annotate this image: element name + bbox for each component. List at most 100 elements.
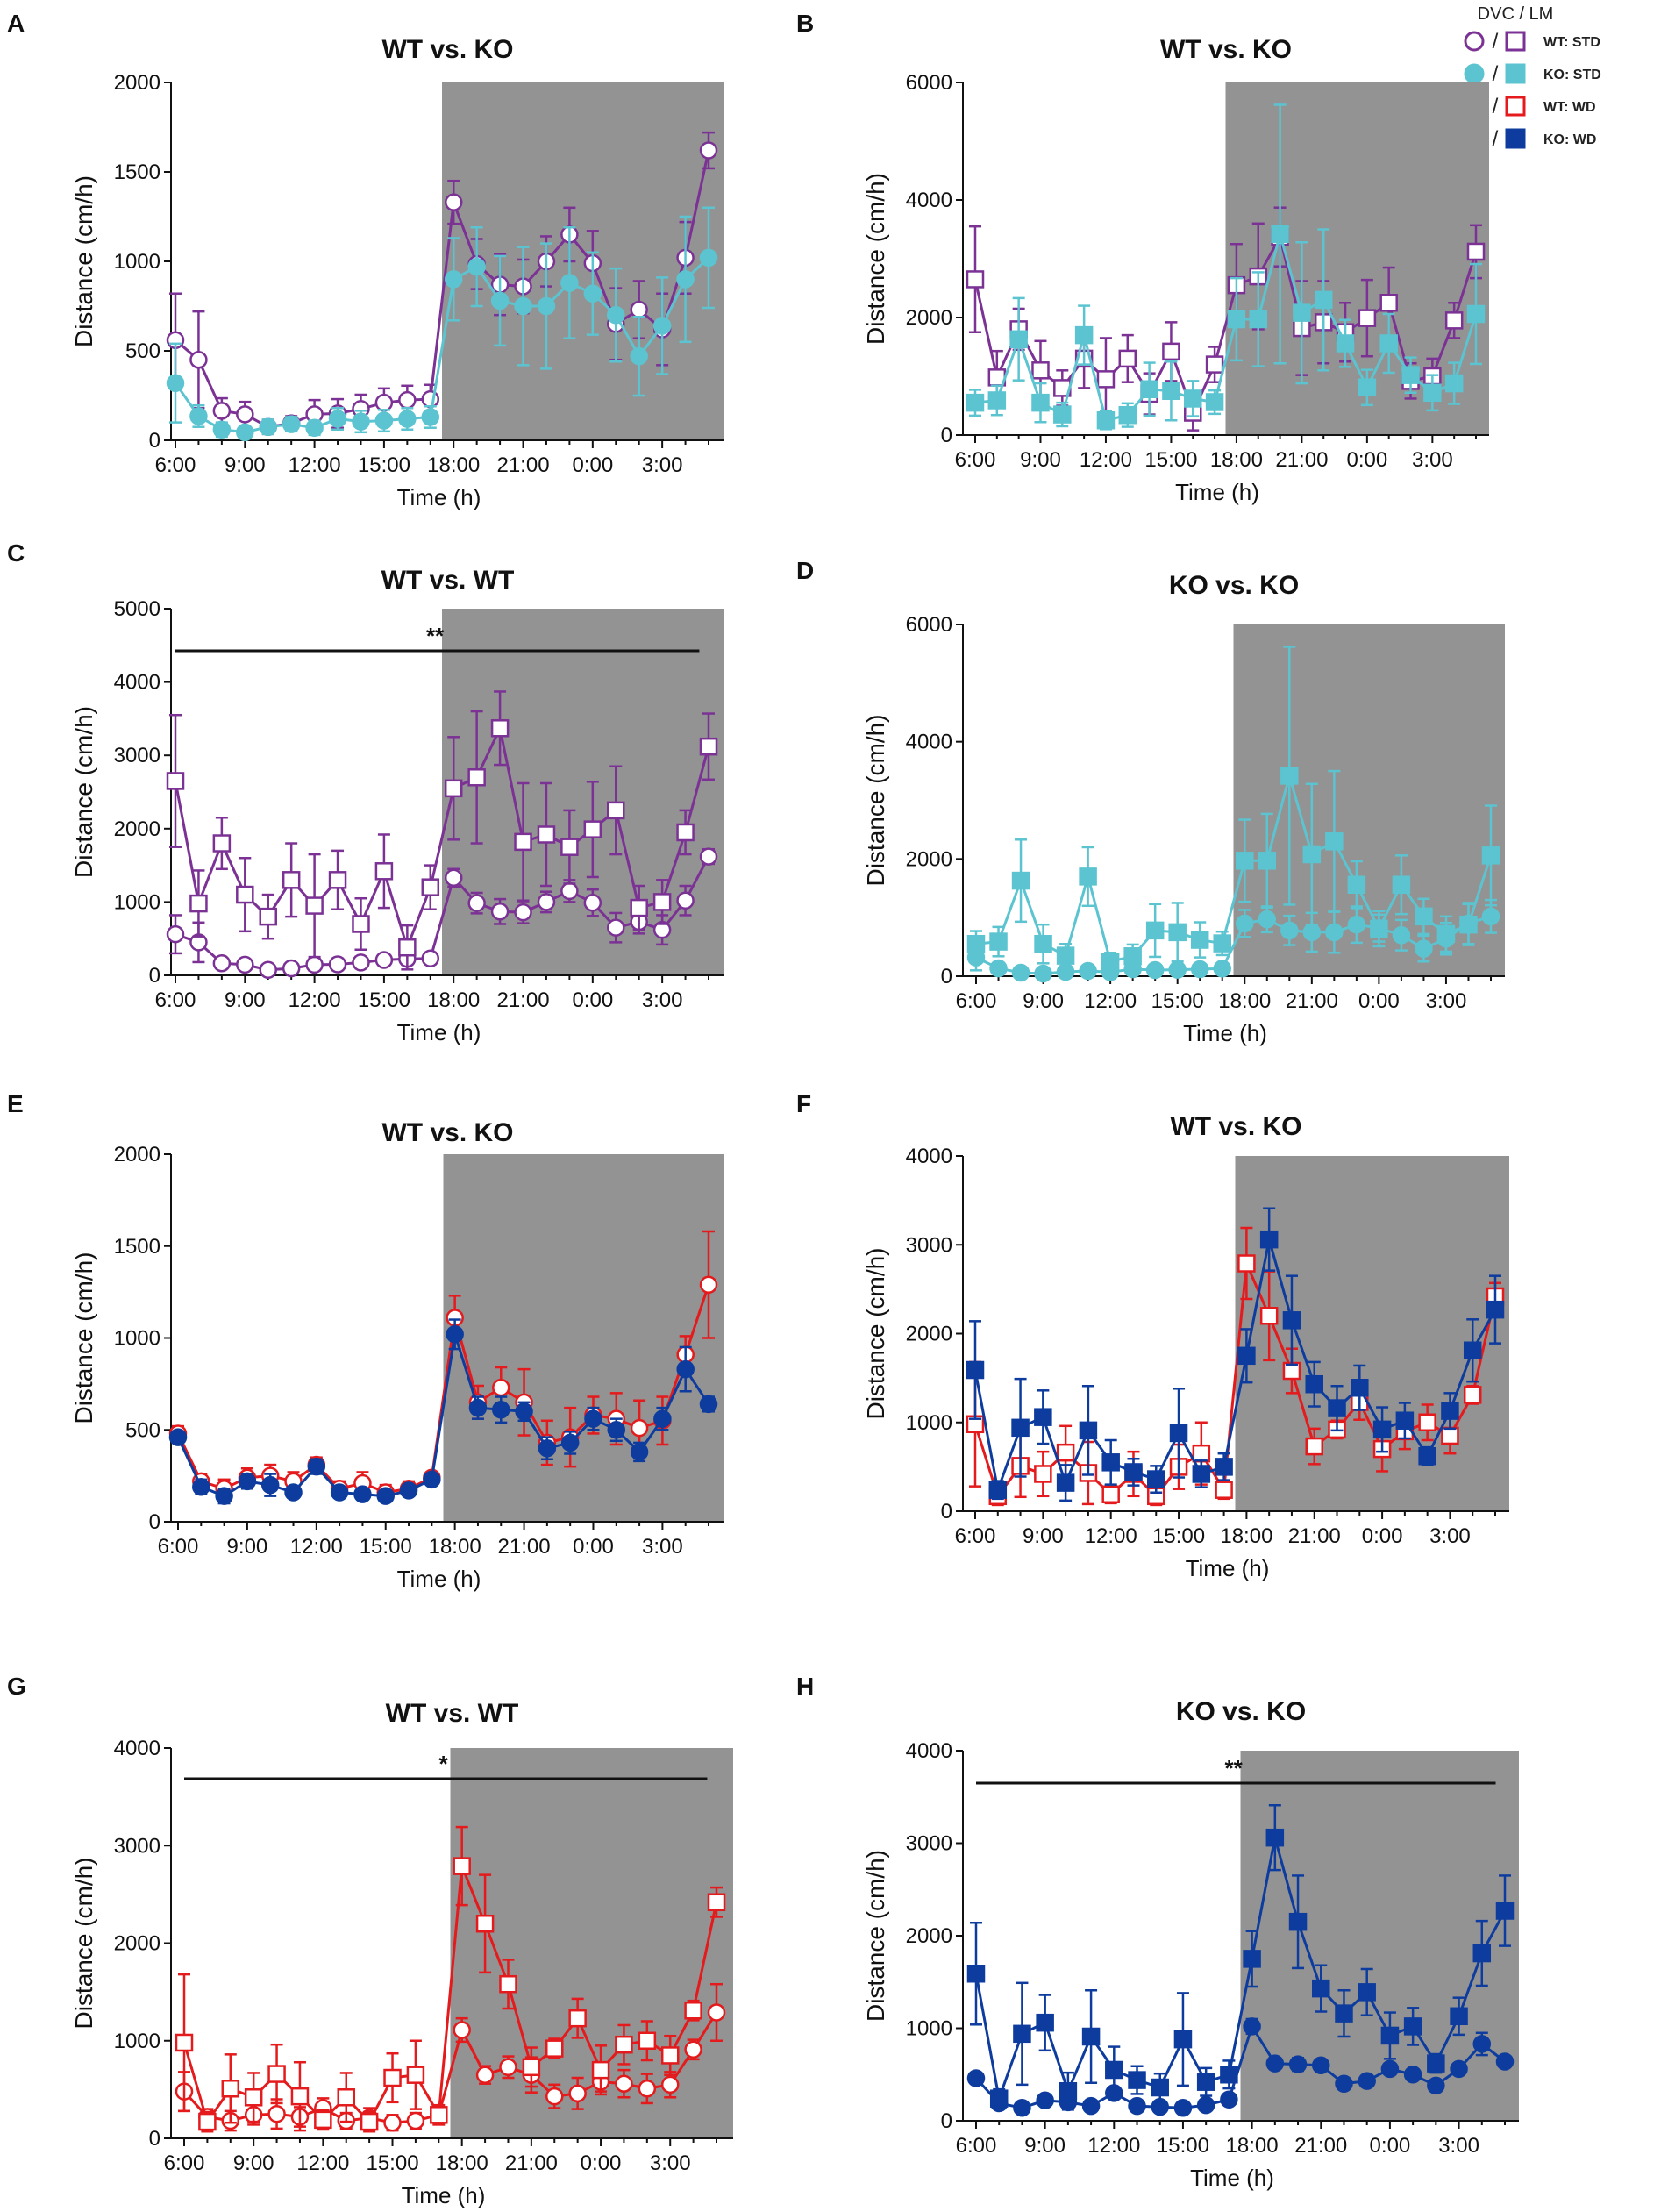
data-point (1265, 2054, 1285, 2073)
panel-h: H KO vs. KO 0 1000 2000 3000 4000 6:00 9:00 12:00… (796, 1673, 1519, 2191)
x-tick-label: 6:00 (956, 2134, 997, 2158)
data-point (212, 953, 232, 973)
dark-phase-shading (442, 609, 724, 975)
y-tick-label: 0 (149, 2127, 160, 2151)
data-point (1236, 852, 1254, 870)
data-point (166, 772, 185, 790)
panel-label: G (7, 1673, 26, 1700)
chart-title: WT vs. WT (381, 566, 515, 595)
x-axis-label: Time (h) (1175, 479, 1259, 505)
x-axis-label: Time (h) (1190, 2165, 1274, 2191)
x-tick-label: 12:00 (296, 2151, 349, 2175)
data-point (1370, 919, 1388, 938)
data-point (560, 1433, 580, 1452)
data-point (584, 1409, 602, 1428)
x-tick-label: 21:00 (496, 988, 549, 1012)
data-point (1031, 361, 1050, 380)
x-tick-label: 3:00 (1426, 989, 1467, 1013)
data-point (537, 825, 556, 844)
y-axis-label: Distance (cm/h) (862, 173, 889, 345)
data-point (1227, 310, 1246, 329)
data-point (1336, 334, 1355, 353)
data-point (515, 1402, 533, 1421)
x-tick-label: 0:00 (572, 453, 613, 477)
x-tick-label: 12:00 (289, 453, 341, 477)
data-point (1123, 947, 1142, 966)
data-point (330, 1483, 349, 1502)
x-tick-label: 0:00 (572, 988, 613, 1012)
data-point (406, 2066, 425, 2084)
data-point (189, 407, 208, 425)
data-point (1280, 921, 1299, 940)
x-tick-label: 18:00 (427, 988, 480, 1012)
data-point (699, 141, 718, 160)
x-tick-label: 12:00 (1085, 1524, 1137, 1548)
x-tick-label: 15:00 (1144, 448, 1197, 472)
series (966, 1207, 1505, 1502)
chart-title: KO vs. KO (1176, 1697, 1306, 1726)
legend-lm-marker-icon (1505, 31, 1526, 52)
data-point (1335, 2004, 1353, 2023)
y-tick-label: 1000 (114, 250, 160, 274)
data-point (1312, 2056, 1330, 2074)
data-point (259, 907, 277, 926)
data-point (284, 1483, 303, 1502)
data-point (1034, 1408, 1052, 1426)
series (168, 1318, 718, 1505)
x-tick-label: 15:00 (358, 988, 410, 1012)
data-point (305, 955, 324, 974)
data-point (1081, 2027, 1101, 2046)
data-point (475, 2066, 495, 2084)
series (166, 690, 718, 971)
panel-label: C (7, 539, 25, 567)
data-point (1101, 1485, 1120, 1504)
data-point (987, 391, 1007, 410)
data-point (314, 2110, 332, 2130)
series (966, 2017, 1515, 2117)
data-point (490, 903, 510, 921)
y-tick-label: 3000 (114, 744, 160, 767)
x-tick-label: 0:00 (1370, 2134, 1411, 2158)
data-point (1168, 960, 1187, 979)
data-point (305, 418, 324, 437)
data-point (1486, 1300, 1505, 1319)
data-point (966, 270, 985, 289)
x-tick-label: 9:00 (1023, 989, 1064, 1013)
data-point (1427, 2054, 1445, 2073)
data-point (192, 1477, 210, 1496)
data-point (238, 1472, 257, 1491)
data-point (1205, 393, 1224, 411)
data-point (514, 296, 532, 316)
data-point (376, 1487, 395, 1505)
data-point (707, 1893, 726, 1912)
data-point (1145, 960, 1165, 980)
y-tick-label: 2000 (906, 306, 952, 330)
y-tick-label: 4000 (906, 1145, 952, 1168)
data-point (244, 2088, 263, 2107)
data-point (1190, 960, 1209, 979)
x-tick-label: 0:00 (1358, 989, 1400, 1013)
x-tick-label: 6:00 (956, 989, 997, 1013)
series (966, 646, 1500, 972)
data-point (444, 868, 463, 888)
data-point (1347, 875, 1366, 894)
data-point (282, 871, 301, 889)
x-tick-label: 3:00 (642, 453, 683, 477)
series (166, 847, 718, 979)
data-point (1196, 2073, 1215, 2091)
data-point (383, 2068, 402, 2087)
data-point (175, 2033, 194, 2052)
data-point (630, 1418, 649, 1438)
panel-d: D KO vs. KO 0 2000 4000 6000 6:00 9:00 12:00 15:0… (796, 557, 1505, 1046)
x-tick-label: 9:00 (1023, 1524, 1064, 1548)
data-point (630, 898, 648, 917)
y-tick-label: 1000 (114, 2030, 160, 2053)
data-point (630, 346, 648, 366)
x-tick-label: 6:00 (155, 453, 196, 477)
data-point (1105, 2060, 1123, 2080)
data-point (1013, 2024, 1031, 2044)
x-tick-label: 6:00 (158, 1535, 199, 1559)
y-tick-label: 0 (149, 964, 160, 988)
y-tick-label: 0 (941, 1500, 952, 1523)
data-point (305, 896, 324, 915)
